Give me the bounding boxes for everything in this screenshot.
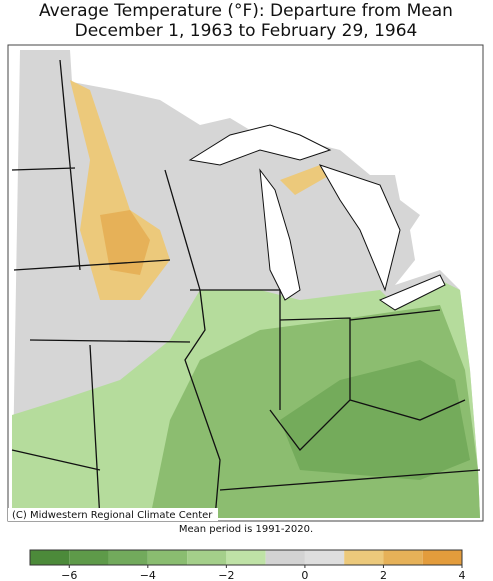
- legend-bin: [108, 550, 148, 565]
- lake-erie: [378, 274, 446, 311]
- note: Mean period is 1991-2020.: [179, 524, 313, 535]
- legend-bin: [383, 550, 423, 565]
- credit-box: [8, 508, 218, 521]
- legend-tick-label: 2: [380, 569, 387, 581]
- legend-bin: [422, 550, 462, 565]
- legend-tick-label: −2: [218, 569, 234, 581]
- state-lines: [11, 59, 481, 521]
- legend-bin: [147, 550, 188, 565]
- legend-tick-label: −6: [61, 569, 77, 581]
- legend-border: [29, 549, 463, 566]
- legend-bin: [304, 550, 345, 565]
- region-dark-green: [280, 360, 470, 480]
- lake-michigan: [259, 168, 301, 301]
- legend-bin: [344, 550, 384, 565]
- region-orange: [100, 210, 150, 275]
- map: (C) Midwestern Regional Climate Center: [7, 44, 484, 522]
- credit: (C) Midwestern Regional Climate Center: [12, 510, 213, 521]
- legend-tick-label: 4: [459, 569, 466, 581]
- title: Average Temperature (°F): Departure from…: [39, 1, 453, 21]
- lake-huron: [318, 164, 401, 292]
- legend: −6 −4 −2 0 2 4: [29, 549, 466, 581]
- lake-superior: [188, 124, 332, 166]
- legend-bin: [187, 550, 227, 565]
- region-tan-mi: [280, 165, 330, 195]
- legend-bin: [30, 550, 70, 565]
- legend-bin: [226, 550, 266, 565]
- legend-tick-label: 0: [301, 569, 308, 581]
- subtitle: December 1, 1963 to February 29, 1964: [75, 21, 418, 41]
- legend-bin: [265, 550, 305, 565]
- legend-tick-label: −4: [140, 569, 156, 581]
- legend-bin: [69, 550, 109, 565]
